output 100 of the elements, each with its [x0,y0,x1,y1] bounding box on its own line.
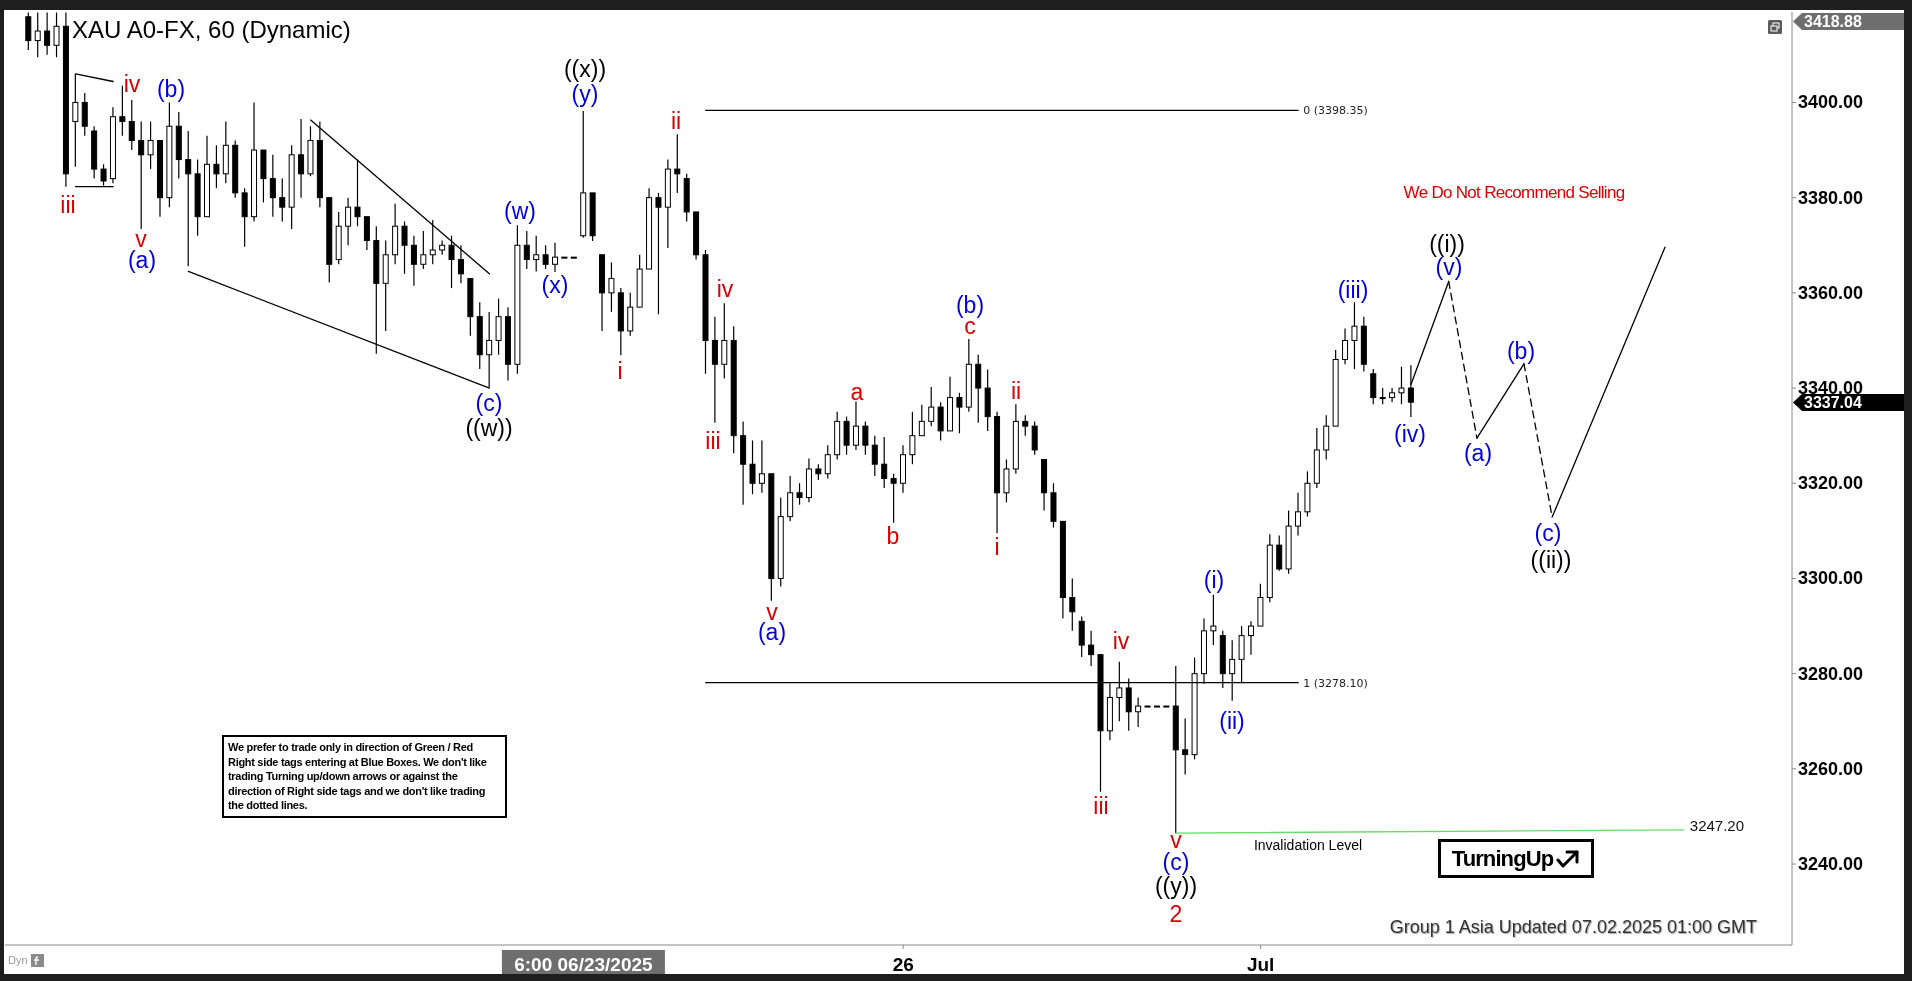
candlestick [1210,594,1217,646]
y-tick-label: 3360.00 [1798,282,1864,303]
candlestick [787,475,794,522]
annotation: (ii) [1219,707,1245,734]
candlestick [749,439,756,495]
y-tick-label: 3280.00 [1798,663,1864,684]
candlestick [608,261,615,313]
y-tick-label: 3240.00 [1798,854,1864,875]
chart-title: XAU A0-FX, 60 (Dynamic) [72,16,351,43]
annotation: (x) [541,271,569,298]
candlestick [523,230,530,270]
text: 3418.88 [1804,13,1862,30]
candlestick [44,12,51,56]
candlestick [1351,301,1358,370]
annotation: v [766,598,778,625]
candlestick [401,220,408,275]
candlestick [1069,577,1076,632]
candlestick [721,302,728,380]
candlestick [1135,696,1142,728]
candlestick [363,216,370,251]
annotation: ii [670,107,682,134]
candlestick [956,392,963,434]
candlestick [542,244,549,270]
candlestick [420,230,427,270]
candlestick [279,178,286,223]
annotation: (b) [156,75,186,102]
annotation: Group 1 Asia Updated 07.02.2025 01:00 GMT [1389,916,1757,937]
candlestick [1389,387,1396,403]
data-label: 3247.20 [1689,816,1745,834]
candlestick [1295,492,1302,537]
candlestick [975,354,982,424]
candlestick [796,482,803,506]
candlestick [298,118,305,199]
y-tick-label: 3400.00 [1798,92,1864,113]
candlestick [1370,368,1377,405]
annotation: (w) [504,197,536,224]
annotation: 2 [1169,900,1183,927]
candlestick [495,297,502,356]
candlestick [881,436,888,489]
candlestick [711,316,718,424]
candlestick [758,439,765,494]
candlestick [627,292,634,337]
candlestick [1022,414,1029,437]
series-label: 0 (3398.35) [1303,103,1368,117]
candlestick [410,235,417,287]
annotation: v [1170,826,1182,853]
candlestick [1182,717,1189,776]
annotation: We Do Not Recommend Selling [1403,183,1625,202]
candlestick [533,235,540,273]
annotation: Invalidation Level [1253,837,1363,853]
candlestick [674,133,681,194]
candlestick [918,404,925,437]
x-tick-label: 26 [892,953,914,975]
candlestick [1031,420,1038,456]
annotation: ((ii)) [1530,546,1572,573]
annotation: i [617,357,623,384]
annotation: iv [1112,627,1130,654]
x-tick-label: Jul [1246,953,1275,975]
annotation: a [850,378,864,405]
candlestick [890,473,897,524]
candlestick [119,85,126,137]
candlestick [909,411,916,465]
annotation: ii [1010,377,1022,404]
annotation: ((x)) [563,55,607,82]
candlestick [147,120,154,170]
candlestick [552,242,559,273]
candlestick [1088,630,1095,667]
annotation: (b) [1506,337,1536,364]
candlestick [937,401,944,442]
candlestick [439,239,446,256]
annotation: iii [1093,792,1109,819]
candlestick [429,219,436,265]
candlestick [213,144,220,189]
annotation: i [994,533,1000,560]
candlestick [1247,620,1254,656]
candlestick [852,400,859,451]
candlestick [1342,327,1349,365]
annotation: iii [705,427,721,454]
candlestick [345,197,352,246]
candlestick [269,154,276,218]
candlestick [25,12,32,51]
annotation: (a) [1463,439,1493,466]
candlestick [354,158,361,227]
annotation: (iii) [1337,276,1369,303]
text: Dyn [8,954,28,966]
candlestick [1078,615,1085,658]
candlestick [655,192,662,315]
annotation: (iv) [1394,420,1426,447]
candlestick [862,420,869,456]
y-tick-label: 3300.00 [1798,568,1864,589]
annotation: (i) [1203,566,1225,593]
annotation: TurningUp [1451,845,1554,871]
series-label: 1 (3278.10) [1303,676,1368,690]
y-tick-label: 3380.00 [1798,187,1864,208]
candlestick [1276,535,1283,572]
annotation: iv [716,275,734,302]
candlestick [138,120,145,230]
candlestick [185,130,192,267]
y-tick-label: 3260.00 [1798,758,1864,779]
y-tick-label: 3320.00 [1798,473,1864,494]
